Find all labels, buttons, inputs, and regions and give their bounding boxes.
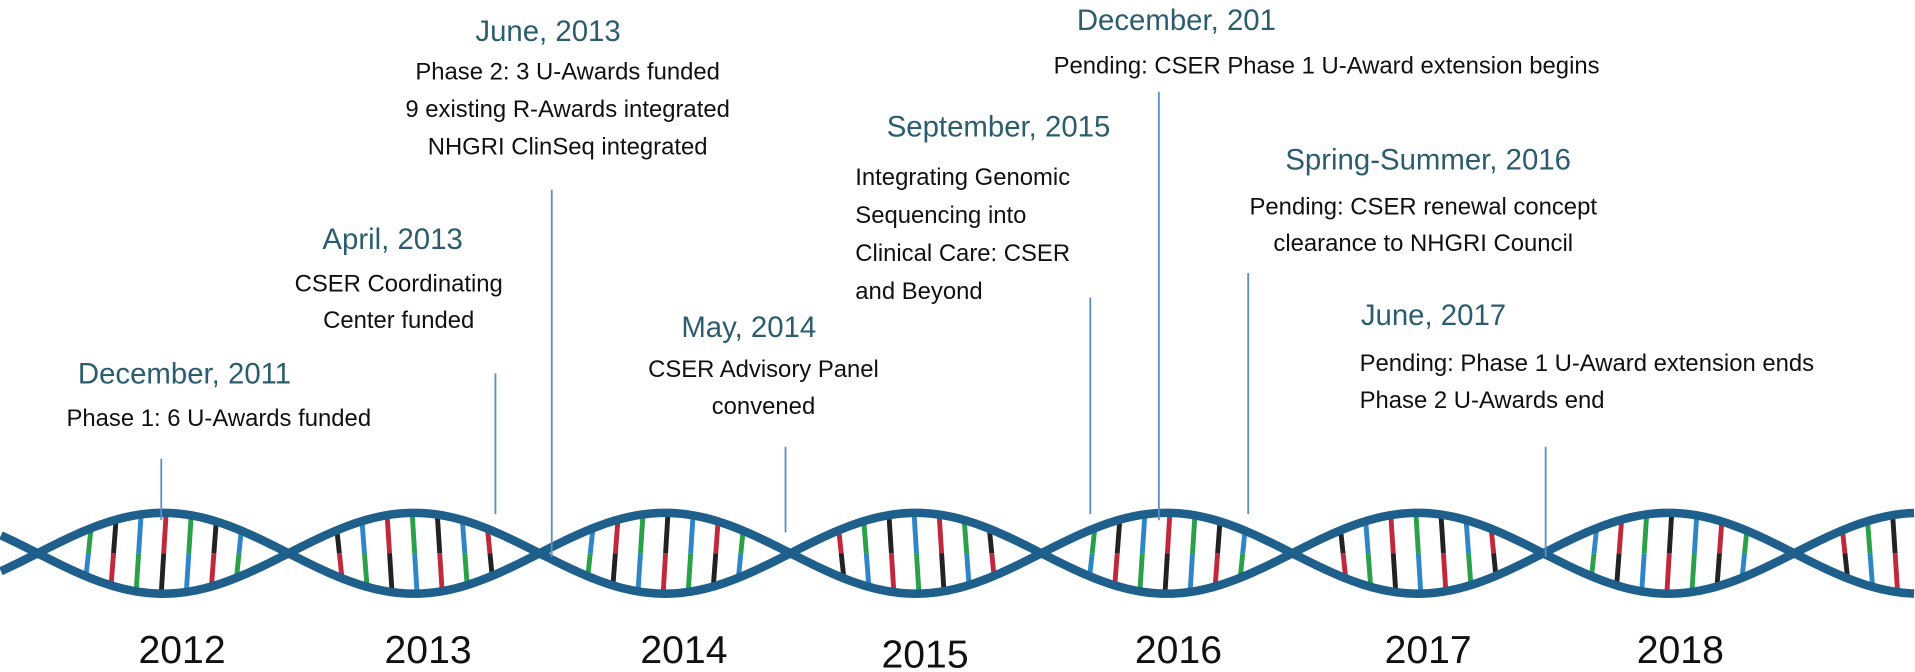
base-pair	[1416, 513, 1418, 553]
base-pair	[613, 553, 615, 585]
base-pair	[638, 553, 640, 591]
base-pair	[1644, 515, 1646, 553]
event-date: June, 2017	[1361, 299, 1506, 332]
year-label: 2016	[1135, 629, 1222, 672]
strand	[1, 513, 1914, 594]
base-pair	[691, 515, 693, 554]
base-pair	[1868, 521, 1870, 553]
event-text: Pending: CSER Phase 1 U-Award extension …	[1054, 53, 1600, 80]
event-text: and Beyond	[855, 278, 982, 305]
base-pair	[387, 515, 389, 553]
event-text: Sequencing into	[855, 202, 1026, 229]
year-label: 2014	[640, 629, 727, 672]
event-date: May, 2014	[681, 311, 816, 344]
year-label: 2015	[882, 634, 969, 672]
year-label: 2012	[139, 629, 226, 672]
base-pair	[1142, 515, 1144, 553]
event-date: December, 201	[1077, 4, 1276, 37]
event-date: December, 2011	[78, 358, 291, 391]
base-pair	[437, 515, 439, 554]
base-pair	[1190, 553, 1192, 592]
event-text: 9 existing R-Awards integrated	[405, 96, 729, 123]
base-pair	[1165, 553, 1167, 593]
base-pair	[189, 515, 191, 554]
event-date: April, 2013	[322, 223, 462, 256]
base-pair	[1117, 521, 1119, 553]
base-pair	[1893, 515, 1895, 553]
year-label: 2013	[385, 629, 472, 672]
event-text: Integrating Genomic	[855, 164, 1070, 191]
base-pair	[1418, 553, 1420, 593]
event-text: clearance to NHGRI Council	[1273, 230, 1573, 257]
base-pair	[916, 553, 918, 593]
base-pair	[1193, 515, 1195, 554]
base-pair	[864, 521, 866, 553]
event-text: Phase 1: 6 U-Awards funded	[66, 405, 371, 432]
base-pair	[114, 521, 116, 553]
base-pair	[1391, 515, 1393, 553]
base-pair	[1870, 553, 1872, 585]
base-pair	[939, 515, 941, 554]
event-text: Pending: Phase 1 U-Award extension ends	[1360, 350, 1815, 377]
event-text: Center funded	[323, 307, 474, 334]
page: December, 2011 Phase 1: 6 U-Awards funded…	[0, 0, 1915, 672]
event-text: convened	[712, 393, 815, 420]
base-pair	[1167, 513, 1169, 553]
base-pair	[111, 553, 113, 585]
event-text: Pending: CSER renewal concept	[1249, 193, 1597, 220]
base-pair	[136, 553, 138, 591]
base-pair	[666, 513, 668, 553]
base-pair	[440, 553, 442, 592]
event-text: Phase 2: 3 U-Awards funded	[415, 59, 720, 86]
base-pair	[889, 515, 891, 553]
base-pair	[914, 513, 916, 553]
base-pair	[139, 515, 141, 553]
event-date: Spring-Summer, 2016	[1285, 143, 1571, 176]
base-pair	[161, 553, 163, 593]
year-label: 2017	[1385, 629, 1472, 672]
base-pair	[866, 553, 868, 585]
base-pair	[1669, 513, 1671, 553]
base-pair	[1667, 553, 1669, 593]
event-text: Clinical Care: CSER	[855, 240, 1070, 267]
dna-helix	[1, 513, 1914, 594]
base-pair	[688, 553, 690, 592]
event-date: June, 2013	[475, 15, 620, 48]
base-pair	[891, 553, 893, 591]
base-pair	[390, 553, 392, 591]
base-pair	[1115, 553, 1117, 585]
event-date: September, 2015	[887, 110, 1111, 143]
base-pair	[362, 521, 364, 553]
base-pair	[663, 553, 665, 593]
event-text: NHGRI ClinSeq integrated	[428, 133, 708, 160]
base-pair	[164, 513, 166, 553]
base-pair	[1441, 515, 1443, 554]
base-pair	[640, 515, 642, 553]
timeline: December, 2011 Phase 1: 6 U-Awards funded…	[0, 0, 1915, 672]
base-pair	[415, 553, 417, 593]
base-pair	[1619, 521, 1621, 553]
base-pair	[615, 521, 617, 553]
event-text: CSER Advisory Panel	[648, 356, 879, 383]
base-pair	[1617, 553, 1619, 585]
event-text: Phase 2 U-Awards end	[1360, 387, 1605, 414]
base-pair	[1692, 553, 1694, 592]
base-pair	[1393, 553, 1395, 591]
base-pair	[1368, 553, 1370, 585]
base-pair	[186, 553, 188, 592]
year-label: 2018	[1637, 629, 1724, 672]
base-pair	[1895, 553, 1897, 591]
base-pair	[1366, 521, 1368, 553]
base-pair	[1694, 515, 1696, 554]
base-pair	[1140, 553, 1142, 591]
base-pair	[1443, 553, 1445, 592]
base-pair	[942, 553, 944, 592]
base-pair	[412, 513, 414, 553]
base-pair	[364, 553, 366, 585]
event-text: CSER Coordinating	[295, 270, 503, 297]
base-pair	[1642, 553, 1644, 591]
